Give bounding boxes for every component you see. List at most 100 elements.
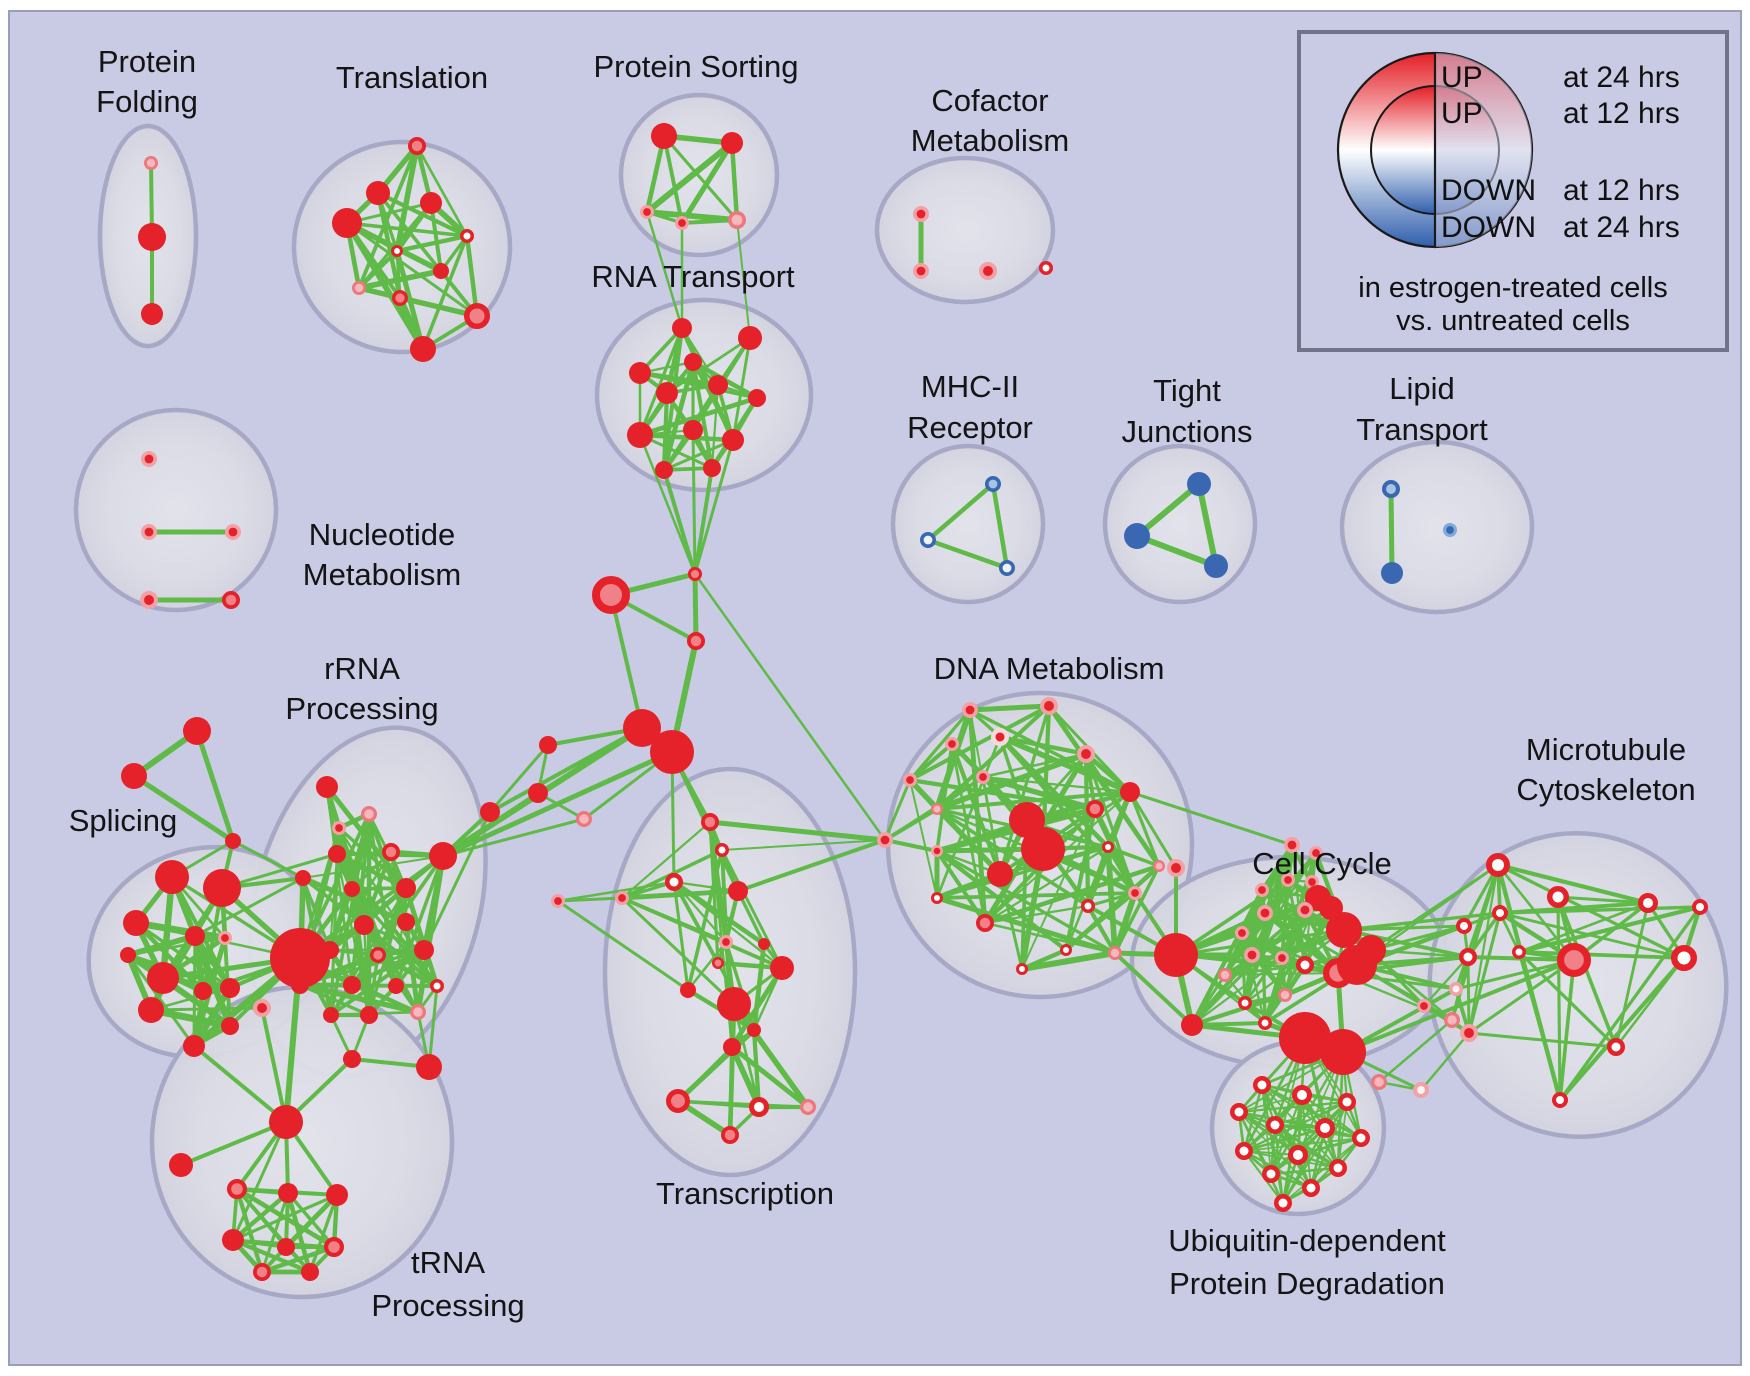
node-rt12 <box>703 459 721 477</box>
node-rt6 <box>656 382 678 404</box>
node-cc10 <box>1234 926 1249 941</box>
node-cc15 <box>1296 956 1314 974</box>
node-ps2 <box>721 132 743 154</box>
node-pf1 <box>143 155 158 170</box>
node-tl5 <box>460 229 474 243</box>
node-s1 <box>155 860 189 894</box>
node-hub1 <box>623 709 661 747</box>
node-ps5 <box>727 211 746 230</box>
node-tl3 <box>420 192 442 214</box>
node-cf3 <box>979 261 998 280</box>
node-s10 <box>183 1035 205 1057</box>
node-ps1 <box>651 123 677 149</box>
node-st1 <box>183 717 211 745</box>
cluster-label-trna-processing: tRNA <box>411 1245 485 1280</box>
cluster-label-protein-folding: Folding <box>96 84 198 119</box>
cluster-label-tight-junctions: Junctions <box>1122 414 1253 449</box>
cluster-label-rrna-processing: rRNA <box>324 651 400 686</box>
node-cf2 <box>912 262 929 279</box>
node-tb <box>715 843 729 857</box>
node-r14 <box>388 978 404 994</box>
node-nm4 <box>139 591 158 610</box>
node-r18 <box>323 1007 339 1023</box>
node-cf4 <box>1039 261 1053 275</box>
node-h2 <box>278 1183 298 1203</box>
node-ccr1 <box>1456 918 1472 934</box>
node-h7 <box>252 1263 271 1282</box>
node-r12 <box>414 940 434 960</box>
legend-direction-1: UP <box>1441 97 1483 130</box>
node-cc20 <box>1181 1014 1203 1036</box>
node-g1 <box>270 928 330 988</box>
node-tr10 <box>749 1097 769 1117</box>
node-d15 <box>1127 886 1142 901</box>
node-ps3 <box>640 204 655 219</box>
node-tr12 <box>721 1126 740 1145</box>
node-lt2 <box>1381 562 1403 584</box>
node-m11 <box>1460 1024 1479 1043</box>
node-lt3 <box>1442 523 1457 538</box>
node-d19 <box>1016 963 1028 975</box>
node-s9 <box>138 997 164 1023</box>
node-nm3 <box>225 523 242 540</box>
node-u2 <box>1292 1085 1312 1105</box>
node-r8 <box>354 915 374 935</box>
node-nm1 <box>141 450 158 467</box>
legend-time-3: at 24 hrs <box>1563 211 1680 244</box>
node-cc16 <box>1238 996 1252 1010</box>
cluster-label-ubiquitin-degradation: Protein Degradation <box>1169 1266 1445 1301</box>
node-d16 <box>1153 860 1165 872</box>
node-r19 <box>291 976 309 994</box>
node-lt1 <box>1382 479 1401 498</box>
legend: UP at 24 hrs UP at 12 hrs DOWN at 12 hrs DOWN a… <box>1297 30 1729 352</box>
node-rt3 <box>629 362 651 384</box>
node-tl6 <box>391 245 403 257</box>
node-r10 <box>321 941 339 959</box>
node-tr9 <box>666 1089 691 1114</box>
node-nm2 <box>141 523 158 540</box>
cluster-label-lipid-transport: Transport <box>1356 412 1488 447</box>
node-d23 <box>1167 859 1186 878</box>
node-pf2 <box>138 223 166 251</box>
node-s5 <box>217 931 232 946</box>
cluster-label-rna-transport: RNA Transport <box>591 259 795 294</box>
cluster-labels: Protein Folding Translation Protein Sorting… <box>69 44 1696 1323</box>
node-lc3 <box>575 810 592 827</box>
cluster-label-nucleotide-metabolism: Metabolism <box>303 557 462 592</box>
node-h8 <box>301 1263 319 1281</box>
node-cc22 <box>1308 846 1323 861</box>
cluster-label-dna-metabolism: DNA Metabolism <box>934 651 1165 686</box>
node-h3 <box>326 1184 348 1206</box>
node-d10 <box>1102 841 1114 853</box>
node-m13 <box>1370 1073 1387 1090</box>
node-tq2 <box>416 1054 442 1080</box>
node-mh1 <box>984 475 1001 492</box>
legend-direction-3: DOWN <box>1441 211 1536 244</box>
node-rt9 <box>683 420 703 440</box>
node-u4 <box>1230 1103 1248 1121</box>
node-ta <box>701 813 720 832</box>
node-ccr5 <box>1416 999 1431 1014</box>
node-d17 <box>1060 944 1072 956</box>
node-m6 <box>1638 893 1658 913</box>
node-tr2 <box>758 938 770 950</box>
node-r1 <box>316 776 338 798</box>
node-lc2 <box>528 783 548 803</box>
cluster-label-tight-junctions: Tight <box>1153 373 1221 408</box>
node-u8 <box>1235 1142 1253 1160</box>
node-cc9 <box>1257 904 1274 921</box>
cluster-ellipse-nucleotide-metabolism <box>73 407 279 613</box>
node-tr1 <box>719 935 734 950</box>
node-rt8 <box>627 422 653 448</box>
node-r15 <box>430 979 444 993</box>
legend-footer-line-1: vs. untreated cells <box>1396 305 1630 337</box>
node-tl9 <box>391 289 408 306</box>
node-u9 <box>1288 1145 1308 1165</box>
legend-direction-0: UP <box>1441 61 1483 94</box>
node-h4 <box>222 1229 244 1251</box>
node-s4 <box>185 926 205 946</box>
node-u12 <box>1302 1179 1320 1197</box>
node-r20 <box>295 870 311 886</box>
node-tr6 <box>717 987 751 1021</box>
node-cc4 <box>1284 836 1301 853</box>
